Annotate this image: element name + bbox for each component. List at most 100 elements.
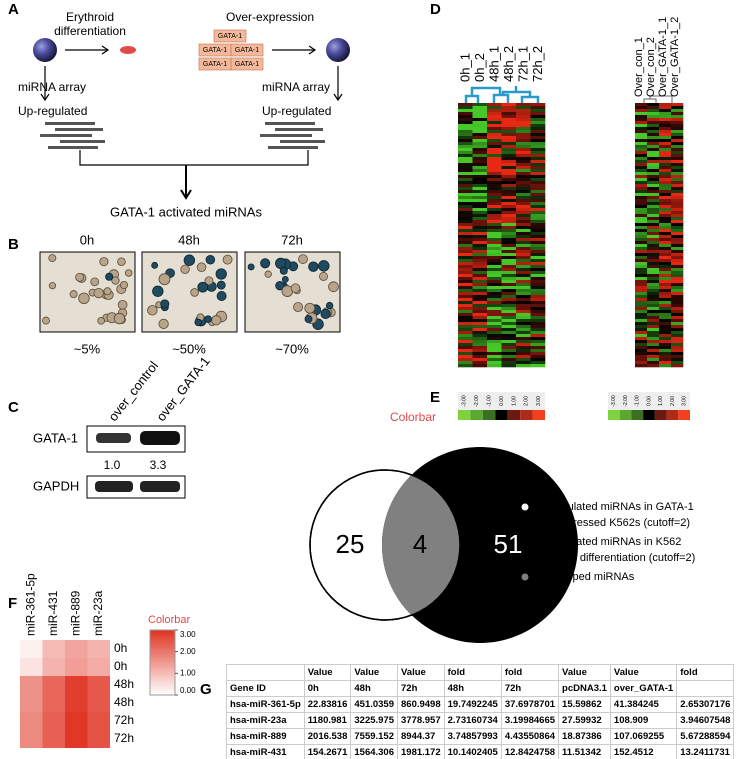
heat-cell (659, 166, 672, 170)
percent-label: ~5% (74, 341, 101, 356)
heat-cell (472, 190, 488, 194)
heat-cell (635, 361, 648, 365)
venn-count: 51 (494, 529, 523, 559)
heat-cell (458, 313, 473, 317)
table-cell: 2.73160734 (443, 712, 502, 729)
heat-cell (472, 166, 488, 170)
table-cell: Value (397, 664, 445, 681)
heat-cell (659, 331, 672, 335)
gata-box (230, 57, 264, 71)
column-label: 48h_2 (501, 46, 516, 82)
heat-cell (635, 256, 648, 260)
heat-cell (472, 139, 488, 143)
heat-cell (635, 175, 648, 179)
column-label: 72h_1 (515, 46, 530, 82)
colorbar-cell (150, 688, 175, 692)
heat-cell (671, 172, 684, 176)
heat-cell (501, 112, 517, 116)
heat-cell (516, 163, 531, 167)
heat-cell (659, 256, 672, 260)
heat-cell (530, 115, 546, 119)
heat-cell (472, 130, 488, 134)
heat-cell (635, 160, 648, 164)
table-cell: fold (676, 664, 735, 681)
heat-cell (530, 277, 546, 281)
heat-cell (647, 211, 660, 215)
heat-cell (65, 658, 88, 676)
heat-cell (635, 244, 648, 248)
heat-cell (671, 328, 684, 332)
heat-cell (458, 136, 473, 140)
heat-cell (647, 178, 660, 182)
heat-cell (501, 163, 517, 167)
heat-cell (487, 346, 502, 350)
heat-cell (487, 283, 502, 287)
table-cell (676, 680, 735, 697)
heat-cell (458, 346, 473, 350)
heat-cell (516, 190, 531, 194)
heat-cell (472, 232, 488, 236)
heat-cell (647, 355, 660, 359)
heat-cell (516, 283, 531, 287)
heat-cell (659, 181, 672, 185)
heat-cell (487, 250, 502, 254)
heat-cell (501, 124, 517, 128)
colorbar-cell (470, 410, 483, 420)
heat-cell (635, 340, 648, 344)
heat-cell (472, 307, 488, 311)
table-cell: 22.83816 (303, 696, 352, 713)
heat-cell (458, 229, 473, 233)
cell-icon (33, 38, 57, 62)
heat-cell (530, 226, 546, 230)
heat-cell (516, 211, 531, 215)
heat-cell (458, 220, 473, 224)
heat-cell (659, 253, 672, 257)
heat-cell (487, 121, 502, 125)
colorbar-cell (150, 647, 175, 650)
heat-cell (530, 256, 546, 260)
heat-cell (458, 187, 473, 191)
heat-cell (671, 286, 684, 290)
cell (99, 257, 109, 267)
heat-cell (516, 229, 531, 233)
heat-cell (487, 286, 502, 290)
heat-cell (501, 265, 517, 269)
heat-cell (530, 190, 546, 194)
heat-cell (516, 145, 531, 149)
table-cell: pcDNA3.1 (558, 680, 611, 697)
heat-cell (530, 178, 546, 182)
heat-cell (501, 193, 517, 197)
heat-cell (671, 139, 684, 143)
heat-cell (659, 118, 672, 122)
heat-cell (671, 238, 684, 242)
heat-cell (671, 295, 684, 299)
colorbar-cell (150, 630, 175, 633)
cell (264, 270, 272, 278)
cell (204, 315, 212, 323)
heat-cell (458, 331, 473, 335)
heat-cell (530, 295, 546, 299)
table-cell: 107.069255 (609, 728, 678, 745)
heat-cell (487, 265, 502, 269)
heat-cell (65, 712, 88, 730)
table-cell: 1981.172 (397, 744, 445, 759)
heat-cell (671, 316, 684, 320)
heat-cell (487, 259, 502, 263)
heat-cell (647, 250, 660, 254)
colorbar-cell (150, 651, 175, 655)
heat-cell (671, 112, 684, 116)
heat-cell (472, 358, 488, 362)
heat-cell (530, 133, 546, 137)
heat-cell (501, 121, 517, 125)
heat-cell (635, 163, 648, 167)
panel-label: D (430, 1, 441, 18)
heat-cell (530, 325, 546, 329)
heat-cell (647, 352, 660, 356)
heat-cell (647, 286, 660, 290)
heat-cell (501, 187, 517, 191)
heat-cell (458, 211, 473, 215)
heat-cell (501, 127, 517, 131)
heat-cell (487, 187, 502, 191)
heat-cell (516, 286, 531, 290)
heat-cell (487, 349, 502, 353)
